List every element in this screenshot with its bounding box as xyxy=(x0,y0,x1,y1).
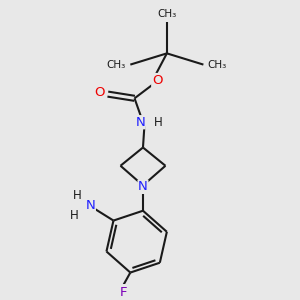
Text: O: O xyxy=(152,74,162,87)
Text: CH₃: CH₃ xyxy=(107,60,126,70)
Text: N: N xyxy=(135,116,145,129)
Text: H: H xyxy=(73,189,81,202)
Text: N: N xyxy=(85,199,95,212)
Text: CH₃: CH₃ xyxy=(208,60,227,70)
Text: N: N xyxy=(138,180,148,193)
Text: O: O xyxy=(94,86,105,99)
Text: H: H xyxy=(70,209,79,222)
Text: CH₃: CH₃ xyxy=(157,9,176,19)
Text: H: H xyxy=(154,116,163,129)
Text: F: F xyxy=(120,286,127,299)
